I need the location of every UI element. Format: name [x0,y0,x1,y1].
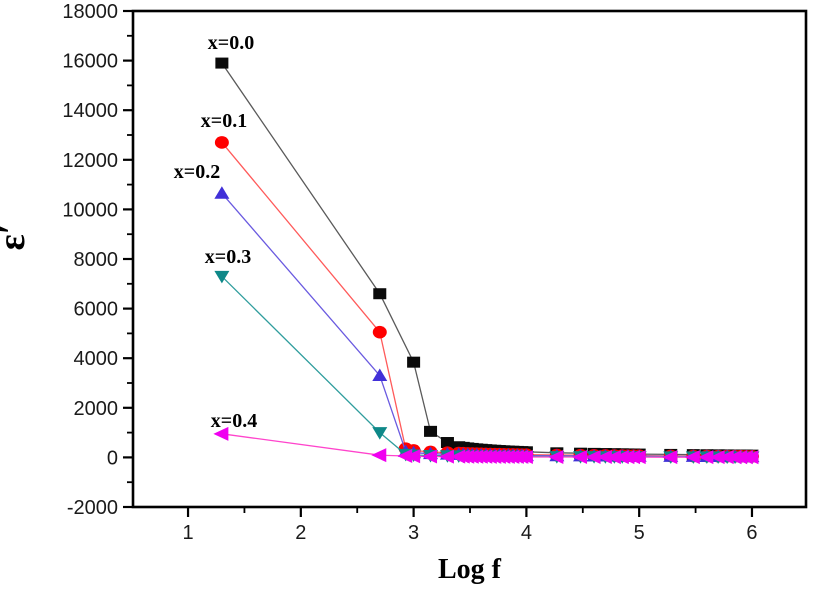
data-point-triangle-left-marker [743,450,759,465]
data-point-triangle-left-marker [709,450,725,465]
data-point-triangle-left-marker [548,450,564,465]
y-tick-label: 4000 [74,348,119,370]
data-point-triangle-down-marker [372,427,388,440]
plot-border [131,9,808,509]
x-tick-label: 3 [408,522,419,544]
y-tick-label: 16000 [62,51,118,73]
y-axis-title: ε′ [0,224,33,251]
data-point-triangle-left-marker [371,448,387,463]
y-tick-label: 14000 [62,100,118,122]
y-tick-label: 2000 [74,398,119,420]
data-point-square-marker [373,288,387,300]
series-annotation: x=0.3 [205,246,251,268]
data-point-triangle-up-marker [372,368,388,382]
data-point-triangle-left-marker [585,450,601,465]
data-point-triangle-left-marker [572,450,588,465]
data-point-triangle-left-marker [684,450,700,465]
data-point-triangle-left-marker [662,450,678,465]
data-point-triangle-left-marker [397,449,413,464]
x-tick-label: 1 [182,522,193,544]
y-tick-label: 18000 [62,1,118,23]
y-tick-label: -2000 [67,497,118,519]
y-tick-label: 0 [107,447,118,469]
data-point-square-marker [407,356,421,368]
series-annotation: x=0.1 [201,110,247,132]
y-tick-label: 12000 [62,150,118,172]
data-point-circle-marker [372,325,387,339]
data-point-triangle-left-marker [213,426,229,441]
y-tick-label: 8000 [74,249,119,271]
x-tick-label: 5 [634,522,645,544]
data-point-triangle-left-marker [422,449,438,464]
data-point-triangle-left-marker [718,450,734,465]
y-tick-label: 6000 [74,299,119,321]
data-point-circle-marker [214,136,229,149]
data-point-triangle-left-marker [517,449,533,464]
data-point-triangle-left-marker [596,450,612,465]
data-point-square-marker [215,57,229,69]
data-point-triangle-up-marker [214,186,230,199]
data-point-triangle-left-marker [630,450,646,465]
series-annotation: x=0.0 [208,32,254,54]
data-point-square-marker [440,437,454,449]
data-point-triangle-left-marker [405,449,421,464]
series-annotation: x=0.2 [174,161,220,183]
x-tick-label: 6 [746,522,757,544]
data-point-triangle-left-marker [438,449,454,464]
data-point-triangle-down-marker [214,270,230,284]
x-tick-label: 4 [521,522,532,544]
x-axis-title: Log f [438,554,502,585]
series-annotation: x=0.4 [211,410,257,432]
data-point-square-marker [424,425,438,437]
data-point-triangle-left-marker [698,450,714,465]
y-tick-label: 10000 [62,199,118,221]
data-point-triangle-left-marker [605,450,621,465]
x-tick-label: 2 [295,522,306,544]
